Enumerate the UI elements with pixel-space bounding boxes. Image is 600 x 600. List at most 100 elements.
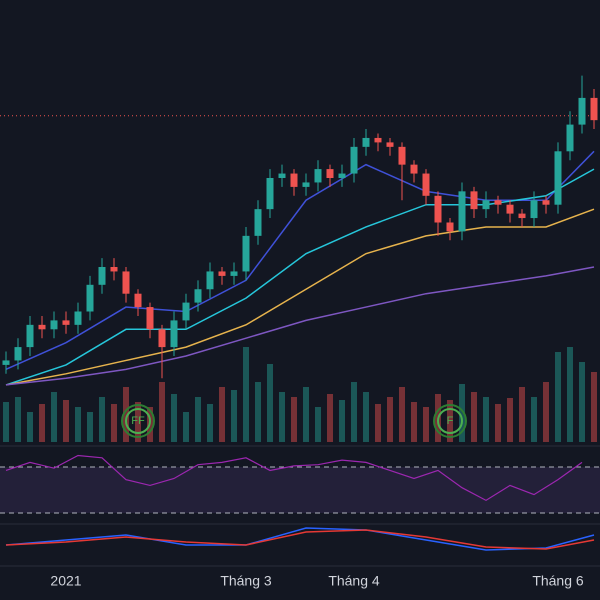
volume-bar (579, 362, 585, 442)
candle-body (506, 204, 514, 214)
moving-average (5, 150, 595, 371)
volume-bar (483, 397, 489, 442)
candle-body (122, 271, 130, 294)
x-tick-label: Tháng 6 (532, 573, 584, 589)
candle-body (350, 146, 358, 174)
volume-bar (87, 412, 93, 442)
candle-body (482, 200, 490, 210)
candle-body (266, 178, 274, 210)
volume-bar (279, 392, 285, 442)
candle-body (110, 267, 118, 272)
candle-body (314, 169, 322, 183)
volume-bar (411, 402, 417, 442)
volume-bar (567, 347, 573, 442)
event-label: F (447, 415, 454, 427)
moving-average (5, 266, 595, 386)
volume-bar (231, 390, 237, 442)
candle-body (26, 324, 34, 348)
moving-average (5, 168, 595, 386)
candle-body (590, 97, 598, 121)
candle-body (434, 195, 442, 223)
volume-bar (219, 387, 225, 442)
candle-body (566, 124, 574, 152)
volume-bar (183, 412, 189, 442)
candle-body (182, 302, 190, 321)
candle-body (50, 320, 58, 330)
volume-bar (159, 382, 165, 442)
volume-bar (75, 407, 81, 442)
x-tick-label: Tháng 4 (328, 573, 380, 589)
candle-body (74, 311, 82, 325)
volume-bar (195, 397, 201, 442)
volume-bar (51, 392, 57, 442)
volume-bar (15, 397, 21, 442)
volume-bar (255, 382, 261, 442)
volume-bar (327, 394, 333, 442)
candle-body (374, 137, 382, 143)
volume-bar (555, 352, 561, 442)
volume-bar (39, 404, 45, 442)
volume-bar (291, 397, 297, 442)
macd-line (5, 527, 595, 551)
volume-bar (399, 387, 405, 442)
x-tick-label: 2021 (50, 573, 81, 589)
volume-bar (471, 392, 477, 442)
rsi-line (5, 454, 583, 502)
volume-bar (99, 397, 105, 442)
volume-bar (339, 400, 345, 442)
event-marker-inner (437, 408, 463, 434)
volume-bar (519, 387, 525, 442)
volume-bar (111, 404, 117, 442)
candle-body (38, 324, 46, 330)
volume-bar (543, 382, 549, 442)
candle-body (530, 200, 538, 219)
candle-body (422, 173, 430, 196)
candle-body (2, 360, 10, 365)
candle-body (170, 320, 178, 348)
volume-bar (171, 394, 177, 442)
event-marker (121, 404, 155, 438)
volume-bar (207, 404, 213, 442)
volume-bar (531, 397, 537, 442)
candle-body (206, 271, 214, 290)
volume-bar (123, 387, 129, 442)
rsi-band-fill (0, 467, 600, 513)
candle-body (494, 200, 502, 205)
volume-bar (63, 400, 69, 442)
candle-body (338, 173, 346, 178)
candle-body (98, 267, 106, 285)
candle-body (230, 271, 238, 276)
volume-bar (303, 387, 309, 442)
candle-body (554, 151, 562, 205)
volume-bar (267, 364, 273, 442)
candle-body (518, 213, 526, 219)
event-marker (433, 404, 467, 438)
candle-body (302, 182, 310, 187)
candle-body (278, 173, 286, 178)
candle-body (254, 209, 262, 236)
volume-bar (507, 398, 513, 442)
event-label: FF (131, 415, 145, 427)
candle-body (158, 329, 166, 348)
volume-bar (363, 392, 369, 442)
candle-body (242, 235, 250, 272)
candle-body (134, 293, 142, 308)
candle-body (470, 191, 478, 210)
candle-body (362, 137, 370, 147)
candle-body (62, 320, 70, 325)
macd-line (5, 529, 595, 550)
candle-body (446, 222, 454, 232)
volume-bar (591, 372, 597, 442)
volume-bar (315, 407, 321, 442)
candle-body (410, 164, 418, 174)
candle-body (14, 347, 22, 361)
candle-body (398, 146, 406, 165)
volume-bar (135, 402, 141, 442)
candle-body (578, 97, 586, 125)
event-marker-inner (125, 408, 151, 434)
moving-average (5, 208, 595, 386)
candle-body (542, 200, 550, 205)
candle-body (146, 307, 154, 330)
volume-bar (387, 397, 393, 442)
